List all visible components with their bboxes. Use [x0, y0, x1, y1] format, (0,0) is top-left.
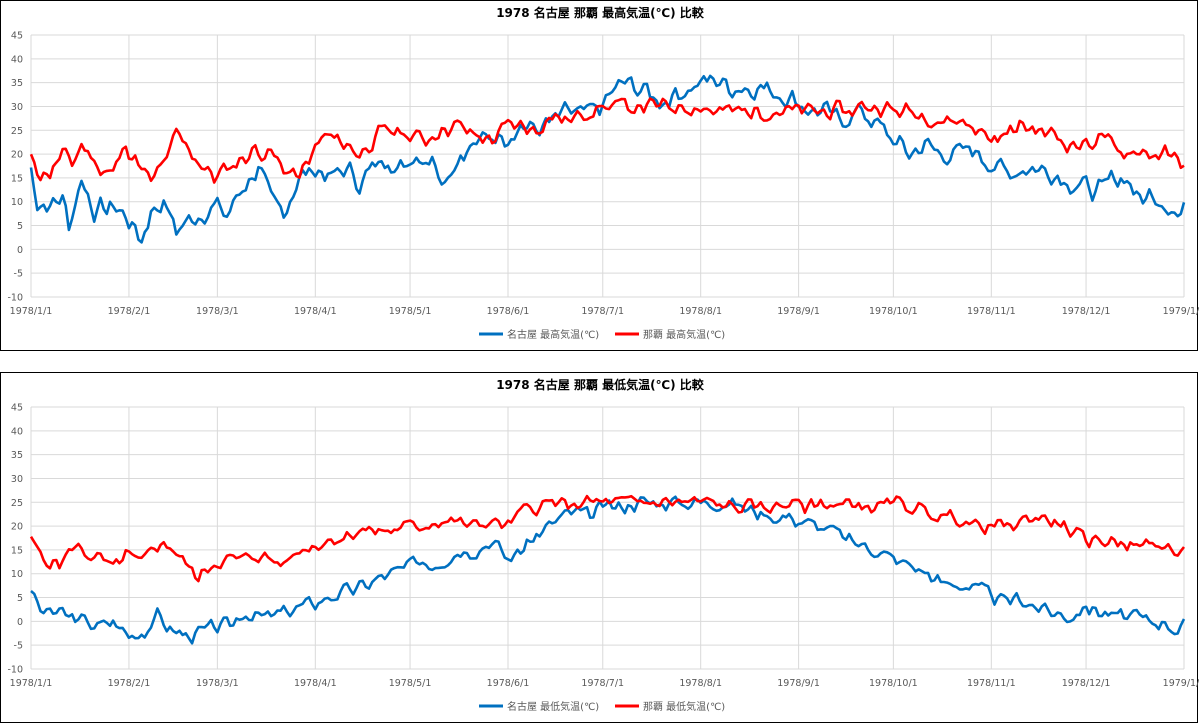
- series-line-1: [29, 494, 1186, 583]
- x-tick-label: 1978/2/1: [108, 306, 151, 317]
- x-tick-label: 1978/1/1: [10, 306, 53, 317]
- y-tick-label: 30: [11, 102, 23, 113]
- chart-title: 1978 名古屋 那覇 最低気温(℃) 比較: [496, 377, 705, 392]
- x-tick-label: 1978/7/1: [581, 306, 624, 317]
- y-tick-label: 30: [11, 474, 23, 485]
- series-line-0: [29, 74, 1186, 244]
- series-line-1: [29, 97, 1185, 184]
- y-tick-label: 45: [11, 31, 23, 42]
- x-tick-label: 1978/11/1: [967, 306, 1016, 317]
- y-tick-label: -10: [7, 665, 23, 676]
- y-tick-label: -5: [14, 269, 23, 280]
- x-tick-label: 1978/4/1: [294, 678, 337, 689]
- x-tick-label: 1979/1/1: [1163, 678, 1199, 689]
- y-tick-label: -5: [14, 641, 23, 652]
- y-tick-label: 10: [11, 197, 23, 208]
- legend-label: 那覇 最高気温(℃): [643, 328, 725, 341]
- chart-min-temp-svg: 1978 名古屋 那覇 最低気温(℃) 比較 -10 -5 0 5 10 15 20 25 30 3…: [7, 377, 1199, 713]
- legend-label: 名古屋 最低気温(℃): [507, 700, 599, 713]
- y-tick-label: 15: [11, 545, 23, 556]
- y-tick-label: 0: [17, 245, 23, 256]
- chart-max-temp-svg: 1978 名古屋 那覇 最高気温(℃) 比較 -10 -5 0 5 10 15 20 25 30 3…: [7, 5, 1199, 341]
- chart-max-temp: 1978 名古屋 那覇 最高気温(℃) 比較 -10 -5 0 5 10 15 20 25 30 3…: [0, 0, 1199, 351]
- chart-title: 1978 名古屋 那覇 最高気温(℃) 比較: [496, 5, 705, 20]
- y-tick-label: 10: [11, 569, 23, 580]
- y-tick-label: 25: [11, 126, 23, 137]
- chart-min-temp: 1978 名古屋 那覇 最低気温(℃) 比較 -10 -5 0 5 10 15 20 25 30 3…: [0, 372, 1199, 723]
- x-tick-label: 1978/3/1: [196, 306, 239, 317]
- x-tick-label: 1978/6/1: [487, 678, 530, 689]
- x-tick-label: 1978/9/1: [777, 678, 820, 689]
- y-tick-label: 35: [11, 450, 23, 461]
- x-tick-label: 1978/6/1: [487, 306, 530, 317]
- y-tick-label: -10: [7, 293, 23, 304]
- y-tick-label: 40: [11, 54, 23, 65]
- x-tick-label: 1978/8/1: [679, 678, 722, 689]
- x-tick-label: 1978/1/1: [10, 678, 53, 689]
- legend-label: 那覇 最低気温(℃): [643, 700, 725, 713]
- y-tick-label: 20: [11, 522, 23, 533]
- y-tick-label: 25: [11, 498, 23, 509]
- x-tick-label: 1978/12/1: [1062, 678, 1111, 689]
- x-tick-label: 1978/7/1: [581, 678, 624, 689]
- y-tick-label: 45: [11, 403, 23, 414]
- x-tick-label: 1978/10/1: [869, 306, 918, 317]
- y-tick-label: 15: [11, 173, 23, 184]
- x-tick-label: 1978/5/1: [389, 678, 432, 689]
- y-tick-label: 0: [17, 617, 23, 628]
- y-tick-label: 20: [11, 150, 23, 161]
- x-tick-label: 1978/2/1: [108, 678, 151, 689]
- y-tick-label: 5: [17, 221, 23, 232]
- y-tick-label: 35: [11, 78, 23, 89]
- x-tick-label: 1978/11/1: [967, 678, 1016, 689]
- x-tick-label: 1978/10/1: [869, 678, 918, 689]
- x-tick-label: 1978/3/1: [196, 678, 239, 689]
- x-tick-label: 1978/8/1: [679, 306, 722, 317]
- y-tick-label: 40: [11, 426, 23, 437]
- y-tick-label: 5: [17, 593, 23, 604]
- x-tick-label: 1978/4/1: [294, 306, 337, 317]
- x-tick-label: 1978/12/1: [1062, 306, 1111, 317]
- x-tick-label: 1978/9/1: [777, 306, 820, 317]
- x-tick-label: 1978/5/1: [389, 306, 432, 317]
- legend-label: 名古屋 最高気温(℃): [507, 328, 599, 341]
- x-tick-label: 1979/1/1: [1163, 306, 1199, 317]
